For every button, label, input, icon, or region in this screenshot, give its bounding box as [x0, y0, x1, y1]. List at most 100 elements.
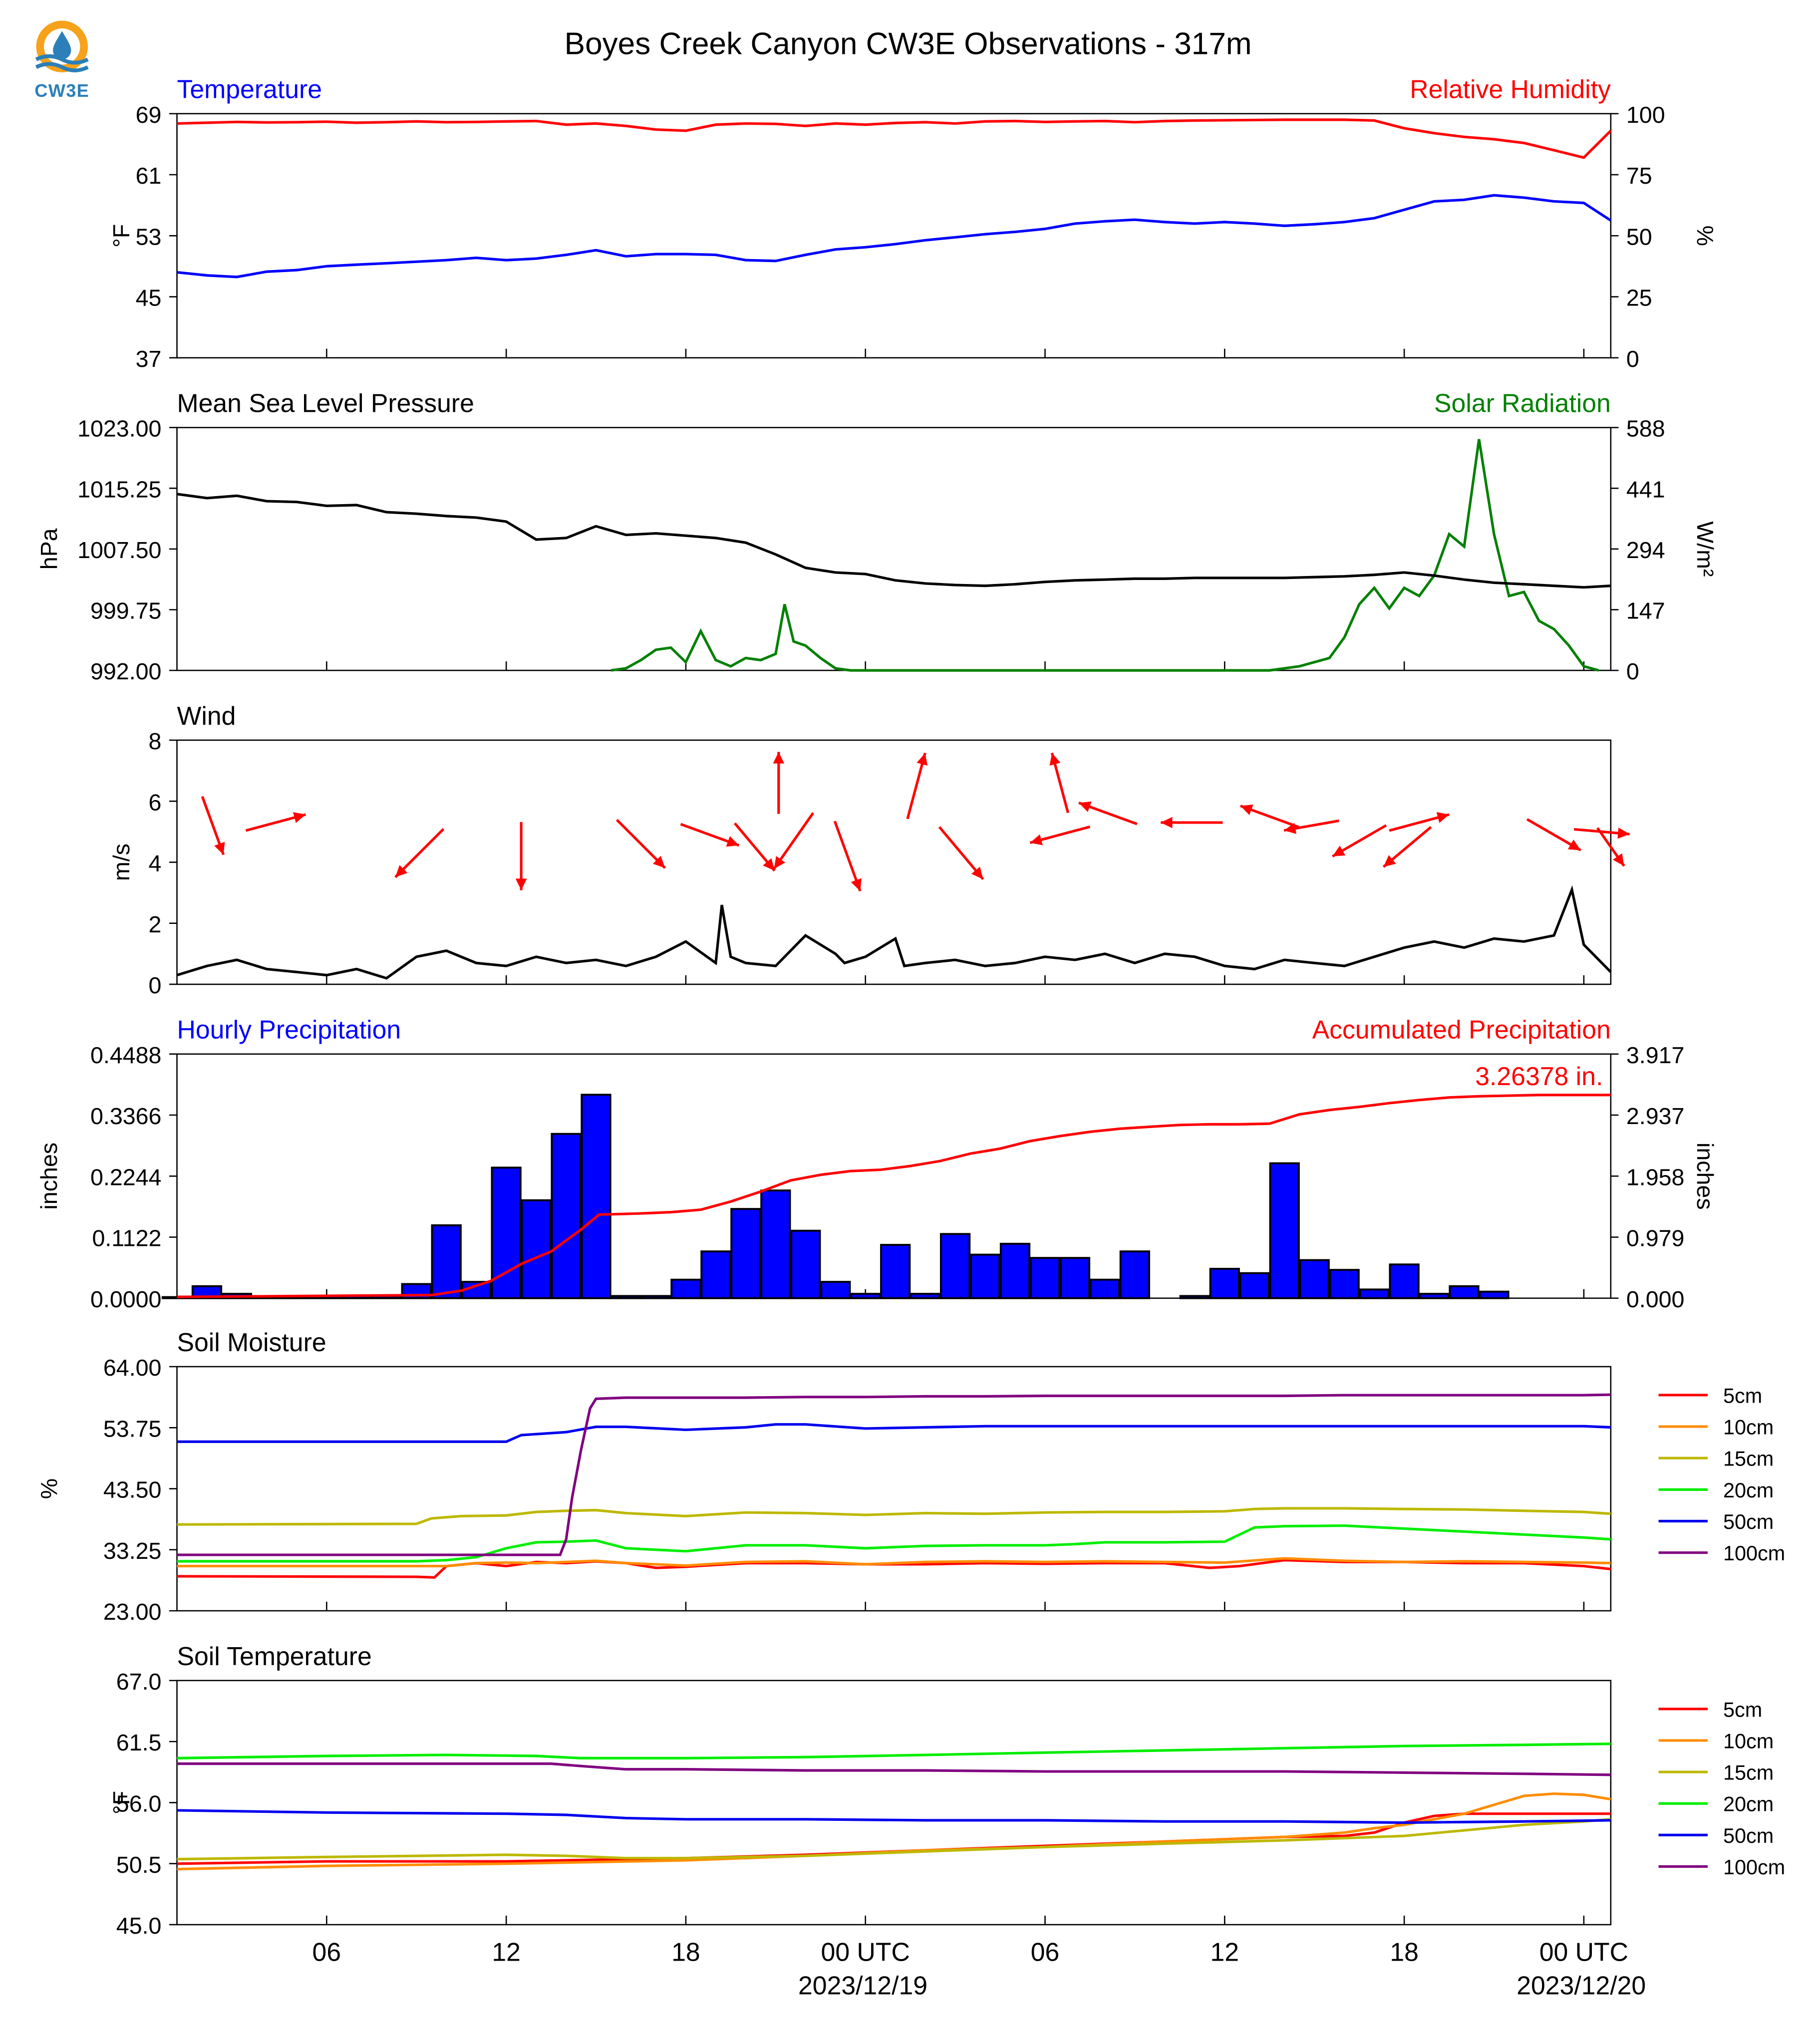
left-tick-label: 53 — [136, 224, 162, 250]
right-tick-label: 147 — [1626, 598, 1665, 624]
wind-arrow-head — [652, 856, 665, 869]
precip-bar — [790, 1229, 821, 1299]
left-tick-label: 0.0000 — [90, 1286, 161, 1312]
wind-arrow-head — [1240, 804, 1253, 816]
left-tick-label: 33.25 — [103, 1538, 162, 1564]
y-axis-label-left: °F — [108, 224, 134, 248]
precip-bar — [640, 1295, 671, 1299]
precip-bar — [1059, 1257, 1091, 1299]
legend-label: 100cm — [1723, 1856, 1785, 1879]
legend-label: 10cm — [1723, 1416, 1774, 1439]
panel-title-left: Wind — [177, 701, 236, 730]
wind-arrow — [906, 752, 928, 820]
wind-arrow-head — [293, 812, 306, 823]
plot-frame — [176, 113, 1612, 359]
precip-bar — [880, 1244, 911, 1299]
precip-bar — [551, 1133, 582, 1299]
panel-temperature: Temperature Relative Humidity 69 61 53 45 37 10… — [108, 75, 1718, 372]
wind-arrow — [1526, 818, 1582, 852]
x-tick-label: 06 — [1031, 1937, 1060, 1966]
wind-arrow-head — [1030, 834, 1043, 846]
wind-arrow — [394, 828, 445, 878]
pressure-line — [177, 493, 1611, 589]
soil-series-line-20cm — [177, 1524, 1611, 1563]
wind-arrow — [1283, 819, 1339, 834]
wind-arrow-head — [1612, 853, 1624, 867]
wind-arrow-head — [773, 752, 785, 764]
wind-arrow-head — [1436, 812, 1450, 823]
soil-series-line-20cm — [177, 1742, 1611, 1759]
wind-arrow-head — [1079, 801, 1092, 812]
left-tick-label: 999.75 — [90, 598, 161, 624]
panel-precip: Hourly Precipitation Accumulated Precipit… — [36, 1015, 1718, 1312]
precip-bar — [670, 1278, 701, 1299]
wind-arrow — [938, 826, 984, 880]
panel-soil-moisture: Soil Moisture 64.00 53.75 43.50 33.25 23.00% 5… — [36, 1328, 1785, 1625]
wind-arrow-head — [1049, 753, 1061, 766]
right-tick-label: 588 — [1626, 416, 1665, 442]
left-tick-label: 0.1122 — [92, 1225, 161, 1251]
x-tick-label: 12 — [492, 1937, 521, 1966]
panel-title-left: Soil Temperature — [177, 1642, 372, 1671]
precip-bar — [1419, 1293, 1450, 1299]
panel-wind: Wind 8 6 4 2 0 m/s — [108, 701, 1630, 998]
left-tick-label: 1023.00 — [77, 416, 161, 442]
wind-arrow — [773, 812, 815, 870]
solar-radiation-line — [610, 439, 1599, 672]
precip-bar — [581, 1094, 611, 1299]
soil-series-line-15cm — [177, 1507, 1611, 1526]
legend-label: 50cm — [1723, 1510, 1774, 1533]
wind-arrow — [1078, 801, 1138, 826]
precip-bar — [1329, 1269, 1360, 1299]
right-tick-label: 0.979 — [1626, 1225, 1685, 1251]
x-tick-label: 12 — [1211, 1937, 1239, 1966]
temperature-line — [177, 194, 1612, 279]
legend-label: 20cm — [1723, 1479, 1774, 1502]
y-axis-label-right: W/m² — [1692, 521, 1718, 577]
left-tick-label: 2 — [149, 911, 162, 937]
right-tick-label: 0.000 — [1626, 1286, 1685, 1312]
wind-arrow-head — [726, 836, 739, 847]
wind-arrow-head — [971, 867, 983, 879]
right-tick-label: 441 — [1626, 476, 1665, 502]
precip-bar — [730, 1208, 761, 1299]
legend-label: 5cm — [1723, 1698, 1762, 1721]
panel-title-right: Relative Humidity — [1410, 75, 1611, 104]
legend-label: 5cm — [1723, 1384, 1762, 1407]
precip-bar — [850, 1293, 881, 1299]
wind-arrow — [1596, 827, 1625, 867]
precip-bar — [1299, 1259, 1330, 1299]
x-tick-label: 00 UTC — [1539, 1937, 1628, 1966]
left-tick-label: 0.4488 — [90, 1042, 161, 1068]
precip-bar — [969, 1253, 1001, 1299]
right-tick-label: 0 — [1626, 658, 1639, 684]
x-tick-label: 18 — [671, 1937, 700, 1966]
left-tick-label: 56.0 — [116, 1791, 162, 1817]
wind-arrow-head — [774, 856, 786, 869]
precip-bar — [1269, 1162, 1300, 1299]
right-tick-label: 75 — [1626, 163, 1652, 189]
legend: 5cm 10cm 15cm 20cm 50cm 100cm — [1658, 1384, 1785, 1565]
legend-label: 100cm — [1723, 1542, 1785, 1565]
water-drop-icon — [35, 20, 89, 72]
accumulated-total-label: 3.26378 in. — [1475, 1062, 1603, 1091]
right-tick-label: 50 — [1626, 224, 1652, 250]
x-date-label: 2023/12/19 — [798, 1971, 927, 2000]
y-axis-label-left: °F — [108, 1791, 134, 1814]
right-tick-label: 294 — [1626, 537, 1665, 563]
wind-arrow-head — [395, 865, 408, 877]
right-tick-label: 25 — [1626, 285, 1652, 311]
precip-bar — [191, 1285, 223, 1299]
wind-arrow — [615, 819, 666, 869]
wind-arrow — [773, 752, 785, 814]
left-tick-label: 6 — [149, 789, 162, 815]
soil-series-line-100cm — [177, 1393, 1611, 1556]
panel-soil-temp: Soil Temperature 67.0 61.5 56.0 50.5 45.0 °F 5c… — [108, 1642, 1785, 1939]
wind-arrow-head — [1332, 846, 1346, 857]
wind-arrow-head — [1161, 817, 1173, 829]
y-axis-label-right: % — [1692, 226, 1718, 246]
wind-arrow — [1332, 824, 1387, 858]
wind-arrow-head — [515, 878, 527, 890]
soil-series-line-50cm — [177, 1809, 1611, 1824]
